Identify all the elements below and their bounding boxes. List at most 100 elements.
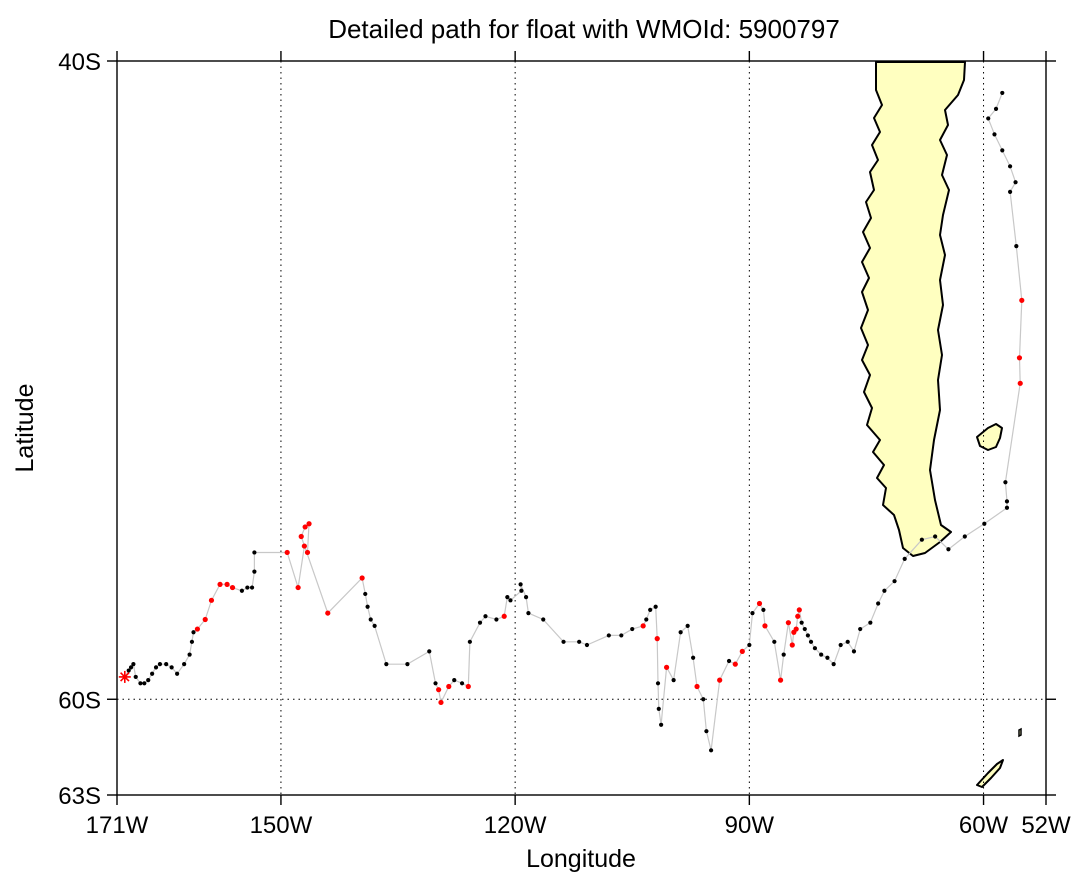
profile-point [1007,164,1013,169]
profile-point-flagged [717,677,723,683]
profile-point [892,579,897,584]
profile-point-flagged [202,616,208,623]
profile-point-flagged [284,549,290,556]
profile-point [992,132,997,137]
profile-point [561,639,566,644]
south-america-landmass [860,61,966,557]
profile-point [150,671,155,676]
profile-point [845,639,850,644]
x-tick-label: 150W [250,812,313,839]
profile-point [584,642,590,648]
profile-point [1014,243,1019,249]
profile-point-flagged [217,581,223,587]
profile-point [708,748,714,753]
x-tick-label: 52W [1021,812,1071,839]
profile-point-flagged [446,683,452,690]
profile-point [799,620,804,625]
profile-point [245,585,250,590]
x-tick-label: 120W [484,812,547,839]
profile-point [523,595,529,600]
y-tick-label: 63S [58,783,101,810]
profile-point [252,569,257,574]
profile-point [982,521,987,526]
profile-point-flagged [694,683,700,690]
y-tick-label: 40S [58,49,101,76]
profile-point [384,662,389,667]
profile-point [761,607,766,613]
profile-point [477,620,483,625]
profile-point [655,681,661,686]
profile-point-flagged [785,620,791,626]
profile-point-flagged [777,677,784,683]
profile-point [175,671,180,676]
profile-point [142,681,147,686]
profile-point [138,681,143,686]
profile-point [577,639,582,644]
profile-point [363,591,368,597]
land-masses [860,61,1022,788]
profile-point-flagged [789,642,795,648]
profile-point [648,607,653,613]
x-tick-label: 60W [959,812,1009,839]
profile-point-flagged [359,575,365,581]
profile-point [164,662,169,667]
x-axis-label: Longitude [526,845,636,873]
x-tick-label: 171W [86,812,149,839]
profile-point [1007,189,1013,194]
profile-point [519,588,524,593]
profile-point [494,617,499,622]
profile-point [252,550,257,555]
profile-point [508,598,513,603]
profile-point-flagged [1019,297,1025,303]
profile-point [819,652,824,657]
profile-point-flagged [640,623,646,629]
profile-point [656,706,661,711]
profile-point [868,620,873,625]
profile-point [126,668,131,673]
profile-point [685,623,690,628]
profile-point [133,674,138,680]
float-track [124,92,1023,751]
profile-point [191,630,196,635]
profile-point [1003,480,1008,485]
profile-point-flagged [1017,380,1023,386]
profile-point-flagged [732,661,738,667]
profile-point-flagged [438,699,444,706]
profile-point [691,655,696,660]
profile-point [452,678,457,683]
grid-lines [117,61,1046,795]
profile-point-flagged [306,521,312,527]
profile-point [1013,180,1018,185]
profile-point-flagged [194,626,201,632]
profile-point [427,649,432,654]
profile-point-flagged [304,549,311,556]
profile-point [131,662,136,667]
profile-point [831,662,836,667]
profile-point [368,617,373,622]
profile-point [726,658,732,664]
profile-point [701,697,706,702]
x-tick-label: 90W [725,812,775,839]
profile-point [182,662,187,667]
profile-point [986,116,991,121]
profile-point [483,614,488,619]
profile-point [1000,90,1005,96]
profile-point [671,678,676,683]
profile-point [858,626,863,632]
profile-point [933,534,938,539]
profile-point [659,722,664,727]
profile-point-flagged [325,610,331,616]
axes-frame [107,51,1056,805]
profile-point [851,649,857,654]
profile-point [802,626,807,632]
profile-point [157,662,163,667]
profile-point [189,639,195,644]
profile-point [606,633,611,638]
profile-point [882,588,887,593]
profile-point [619,633,624,638]
profile-point [747,642,752,648]
profile-point-flagged [654,636,660,642]
profile-points [122,90,1025,753]
profile-point [169,665,174,670]
